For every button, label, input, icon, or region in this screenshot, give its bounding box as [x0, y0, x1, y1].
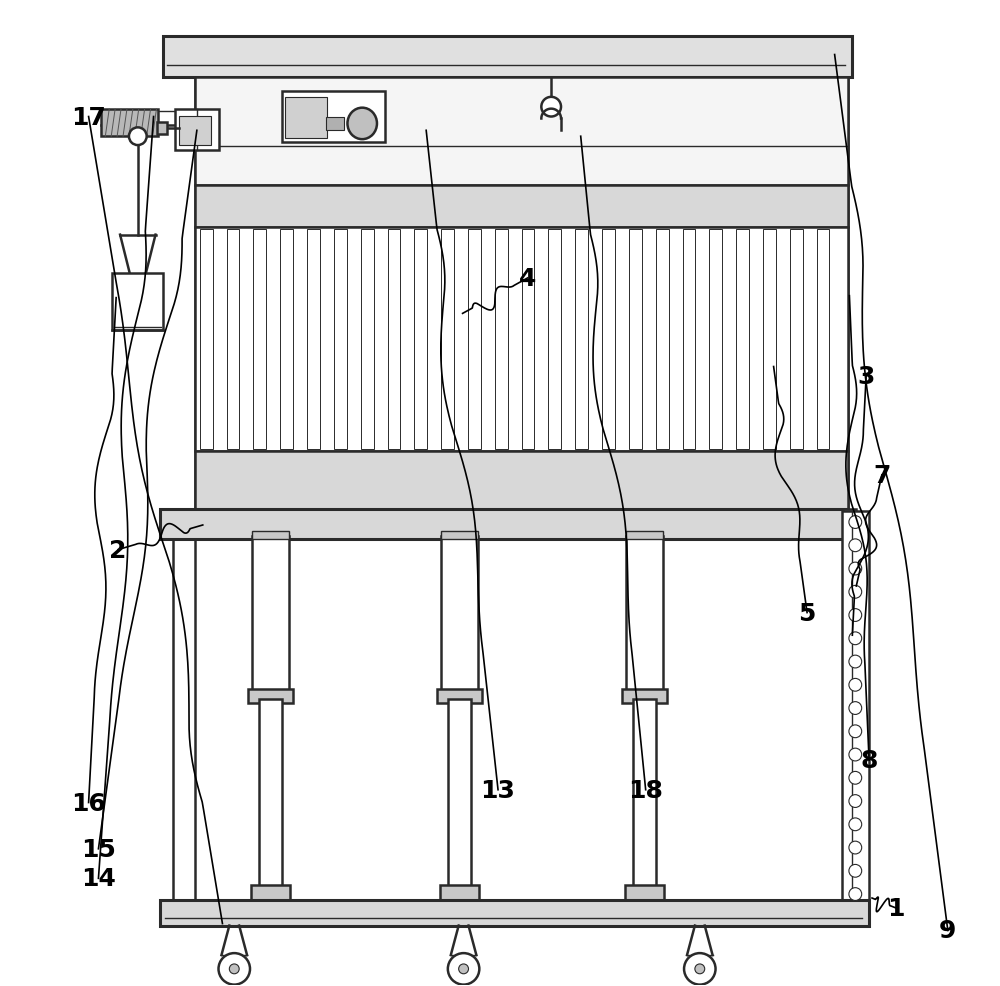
Bar: [656, 230, 669, 450]
Bar: [626, 531, 663, 539]
Bar: [790, 230, 803, 450]
Bar: [163, 36, 852, 78]
Circle shape: [849, 632, 862, 645]
Bar: [843, 510, 856, 539]
Text: 15: 15: [81, 837, 116, 861]
Bar: [195, 452, 848, 515]
Text: 8: 8: [860, 748, 878, 772]
Text: 17: 17: [71, 106, 106, 129]
Bar: [522, 230, 534, 450]
Bar: [817, 230, 829, 450]
Bar: [280, 230, 293, 450]
Text: 14: 14: [81, 867, 116, 890]
Bar: [195, 228, 848, 452]
Circle shape: [849, 609, 862, 622]
Bar: [112, 274, 163, 330]
Circle shape: [849, 516, 862, 528]
Circle shape: [849, 795, 862, 808]
Circle shape: [849, 865, 862, 878]
Bar: [195, 78, 848, 186]
Bar: [440, 885, 479, 903]
Bar: [200, 230, 213, 450]
Circle shape: [849, 563, 862, 576]
Bar: [326, 117, 344, 131]
Circle shape: [849, 586, 862, 599]
Bar: [414, 230, 427, 450]
Text: 4: 4: [519, 266, 536, 291]
Bar: [252, 531, 289, 539]
Bar: [602, 230, 615, 450]
Bar: [282, 92, 385, 143]
Circle shape: [849, 748, 862, 761]
Circle shape: [849, 539, 862, 552]
Circle shape: [849, 702, 862, 715]
Bar: [468, 230, 481, 450]
Circle shape: [849, 841, 862, 854]
Bar: [388, 230, 400, 450]
Bar: [441, 230, 454, 450]
Bar: [179, 116, 211, 146]
Bar: [441, 536, 478, 691]
Text: 16: 16: [71, 791, 106, 814]
Bar: [307, 230, 320, 450]
Bar: [622, 689, 667, 703]
Bar: [736, 230, 749, 450]
Bar: [248, 689, 293, 703]
Text: 1: 1: [887, 896, 904, 920]
Circle shape: [695, 964, 705, 974]
Circle shape: [849, 656, 862, 669]
Bar: [101, 109, 158, 137]
Circle shape: [459, 964, 469, 974]
Text: 2: 2: [109, 538, 127, 562]
Bar: [253, 230, 266, 450]
Text: 13: 13: [481, 778, 515, 802]
Bar: [437, 689, 482, 703]
Circle shape: [541, 98, 561, 117]
Bar: [683, 230, 695, 450]
Circle shape: [229, 964, 239, 974]
Circle shape: [849, 678, 862, 691]
Bar: [827, 78, 848, 515]
Bar: [157, 123, 167, 135]
Bar: [195, 78, 217, 515]
Text: 18: 18: [628, 778, 663, 802]
Bar: [441, 531, 478, 539]
Circle shape: [684, 953, 716, 985]
Text: 9: 9: [939, 919, 957, 943]
Bar: [195, 186, 848, 228]
Text: 7: 7: [873, 463, 891, 487]
Bar: [548, 230, 561, 450]
Bar: [361, 230, 374, 450]
Bar: [175, 109, 219, 151]
Bar: [625, 885, 664, 903]
Circle shape: [849, 772, 862, 785]
Circle shape: [849, 887, 862, 900]
Circle shape: [448, 953, 479, 985]
Text: 5: 5: [798, 600, 816, 625]
Circle shape: [129, 128, 147, 146]
Bar: [495, 230, 508, 450]
Bar: [709, 230, 722, 450]
Circle shape: [219, 953, 250, 985]
Circle shape: [849, 818, 862, 831]
Bar: [227, 230, 239, 450]
Bar: [259, 699, 282, 888]
Circle shape: [849, 725, 862, 738]
Bar: [160, 510, 848, 539]
Text: 3: 3: [857, 365, 875, 388]
Bar: [843, 516, 858, 528]
Bar: [160, 900, 869, 926]
Bar: [252, 536, 289, 691]
Bar: [633, 699, 656, 888]
Bar: [285, 98, 327, 139]
Bar: [448, 699, 471, 888]
Bar: [629, 230, 642, 450]
Bar: [842, 512, 869, 903]
Bar: [334, 230, 347, 450]
Ellipse shape: [347, 108, 377, 140]
Bar: [626, 536, 663, 691]
Bar: [251, 885, 290, 903]
Bar: [763, 230, 776, 450]
Bar: [575, 230, 588, 450]
